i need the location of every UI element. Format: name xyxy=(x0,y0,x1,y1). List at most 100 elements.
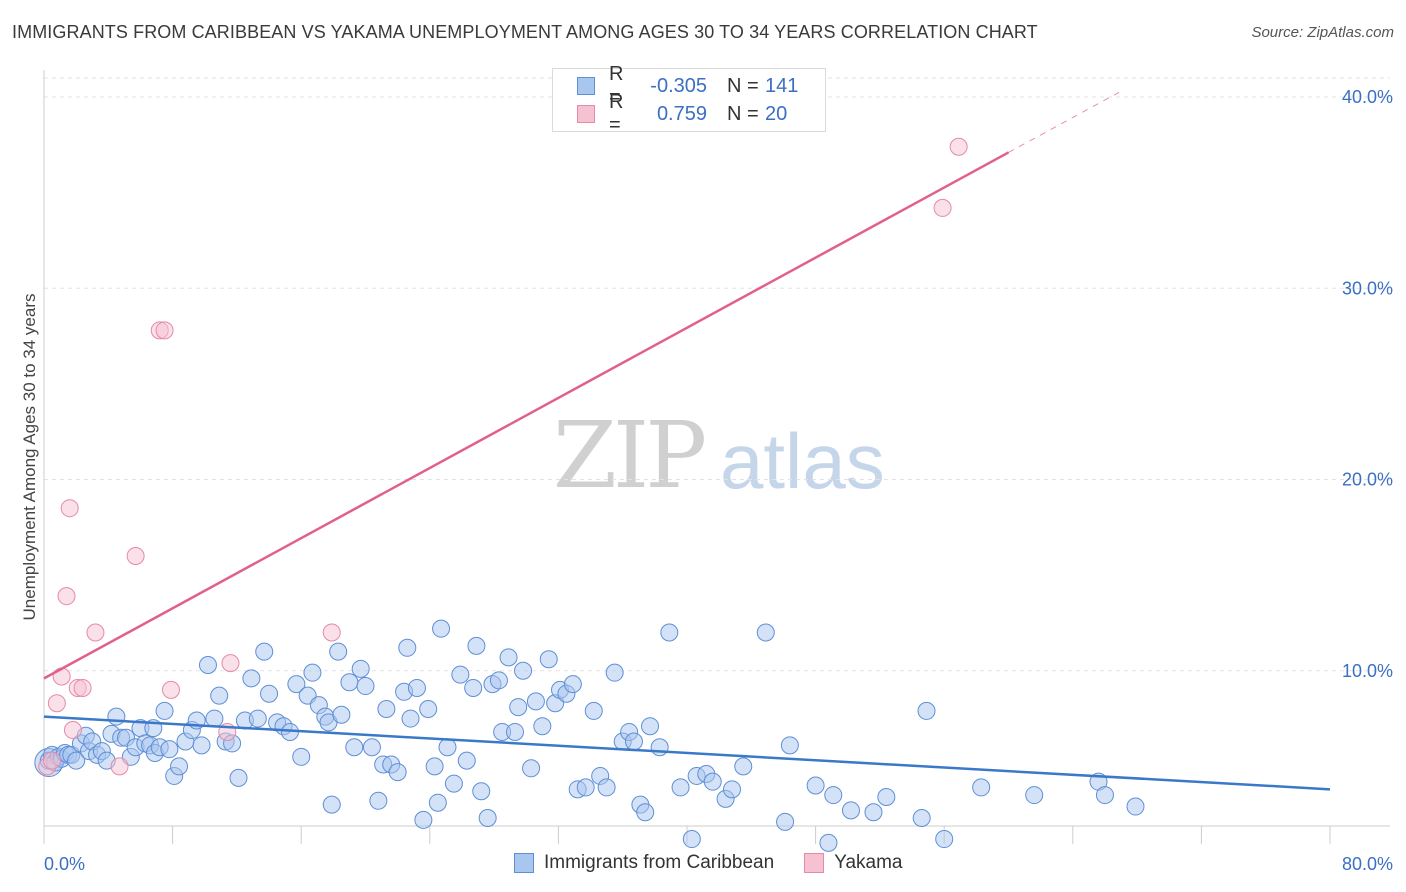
data-point-caribbean xyxy=(444,774,463,793)
data-point-caribbean xyxy=(824,786,843,805)
trend-line-caribbean xyxy=(43,715,1331,791)
data-point-caribbean xyxy=(210,686,229,705)
legend-n-value: 141 xyxy=(765,74,799,97)
data-point-caribbean xyxy=(597,778,616,797)
data-point-yakama xyxy=(60,499,79,518)
legend-r-value: 0.759 xyxy=(656,102,707,125)
data-point-caribbean xyxy=(1095,786,1114,805)
data-point-caribbean xyxy=(734,757,753,776)
trend-line-yakama-extension xyxy=(1008,90,1122,153)
data-points xyxy=(34,137,1145,852)
data-point-caribbean xyxy=(877,787,896,806)
data-point-yakama xyxy=(43,751,62,770)
data-point-caribbean xyxy=(414,810,433,829)
trend-lines xyxy=(43,90,1331,791)
data-point-caribbean xyxy=(576,778,595,797)
legend-r-label: R = xyxy=(609,63,624,108)
data-point-yakama xyxy=(110,757,129,776)
data-point-caribbean xyxy=(584,701,603,720)
data-point-caribbean xyxy=(345,738,364,757)
data-point-yakama xyxy=(155,321,174,340)
data-point-caribbean xyxy=(509,698,528,717)
data-point-caribbean xyxy=(362,738,381,757)
data-point-caribbean xyxy=(322,795,341,814)
data-point-caribbean xyxy=(505,722,524,741)
data-point-caribbean xyxy=(605,663,624,682)
correlation-legend: R = -0.305 N = 141 R = 0.759 N = 20 xyxy=(552,63,826,136)
data-point-caribbean xyxy=(242,669,261,688)
data-point-caribbean xyxy=(478,809,497,828)
data-point-caribbean xyxy=(428,793,447,812)
legend-n-label: N = xyxy=(727,102,759,125)
data-point-yakama xyxy=(47,694,66,713)
data-point-yakama xyxy=(86,623,105,642)
legend-swatch-pink xyxy=(577,105,595,123)
data-point-caribbean xyxy=(780,736,799,755)
trend-line-yakama xyxy=(43,151,1010,680)
watermark-atlas: atlas xyxy=(720,417,885,505)
data-point-caribbean xyxy=(198,656,217,675)
data-point-caribbean xyxy=(917,701,936,720)
legend-swatch-blue xyxy=(577,77,595,95)
data-point-caribbean xyxy=(107,707,126,726)
data-point-caribbean xyxy=(377,700,396,718)
y-tick-label: 40.0% xyxy=(1342,87,1393,107)
data-point-yakama xyxy=(63,721,82,740)
tick-labels: 10.0% 20.0% 30.0% 40.0% 0.0% 80.0% xyxy=(44,87,1393,874)
series-legend: Immigrants from Caribbean Yakama xyxy=(514,852,933,874)
data-point-caribbean xyxy=(155,701,174,720)
data-point-caribbean xyxy=(636,803,655,822)
data-point-caribbean xyxy=(248,709,267,728)
data-point-caribbean xyxy=(425,757,444,776)
legend-swatch-blue xyxy=(514,853,534,873)
data-point-caribbean xyxy=(170,757,189,776)
data-point-caribbean xyxy=(703,772,722,791)
data-point-caribbean xyxy=(340,673,359,692)
data-point-caribbean xyxy=(260,684,279,703)
y-tick-label: 10.0% xyxy=(1342,661,1393,681)
data-point-yakama xyxy=(322,623,341,642)
legend-n-value: 20 xyxy=(765,102,788,125)
legend-label-yakama: Yakama xyxy=(834,852,903,873)
data-point-caribbean xyxy=(624,732,643,751)
y-tick-label: 20.0% xyxy=(1342,470,1393,490)
data-point-caribbean xyxy=(369,791,388,810)
axes xyxy=(43,70,1390,844)
data-point-caribbean xyxy=(671,778,690,797)
data-point-caribbean xyxy=(1126,797,1145,816)
data-point-caribbean xyxy=(682,830,701,849)
data-point-caribbean xyxy=(1025,786,1044,805)
data-point-caribbean xyxy=(303,663,322,682)
data-point-caribbean xyxy=(841,801,860,820)
data-point-caribbean xyxy=(451,665,470,684)
legend-item-caribbean[interactable]: Immigrants from Caribbean xyxy=(514,852,774,874)
data-point-caribbean xyxy=(650,738,669,757)
legend-item-yakama[interactable]: Yakama xyxy=(804,852,903,874)
legend-swatch-pink xyxy=(804,853,825,873)
data-point-yakama xyxy=(57,587,76,606)
data-point-caribbean xyxy=(419,700,438,718)
y-tick-label: 30.0% xyxy=(1342,278,1393,298)
legend-n-label: N = xyxy=(727,74,759,97)
x-tick-label: 0.0% xyxy=(44,854,85,874)
legend-r-label: R = xyxy=(609,91,624,136)
data-point-caribbean xyxy=(287,675,306,694)
data-point-yakama xyxy=(126,547,145,565)
data-point-caribbean xyxy=(472,782,491,801)
data-point-caribbean xyxy=(332,705,351,724)
grid-lines xyxy=(44,77,1390,672)
data-point-caribbean xyxy=(351,659,370,678)
data-point-caribbean xyxy=(255,642,274,661)
data-point-caribbean xyxy=(229,768,248,787)
data-point-yakama xyxy=(933,198,952,217)
data-point-caribbean xyxy=(67,751,86,770)
data-point-caribbean xyxy=(464,678,483,697)
y-axis-label: Unemployment Among Ages 30 to 34 years xyxy=(20,293,39,621)
data-point-yakama xyxy=(949,137,968,156)
data-point-caribbean xyxy=(205,709,224,728)
data-point-caribbean xyxy=(935,830,954,849)
data-point-caribbean xyxy=(912,809,931,828)
legend-label-caribbean: Immigrants from Caribbean xyxy=(544,852,775,873)
data-point-caribbean xyxy=(329,642,348,661)
